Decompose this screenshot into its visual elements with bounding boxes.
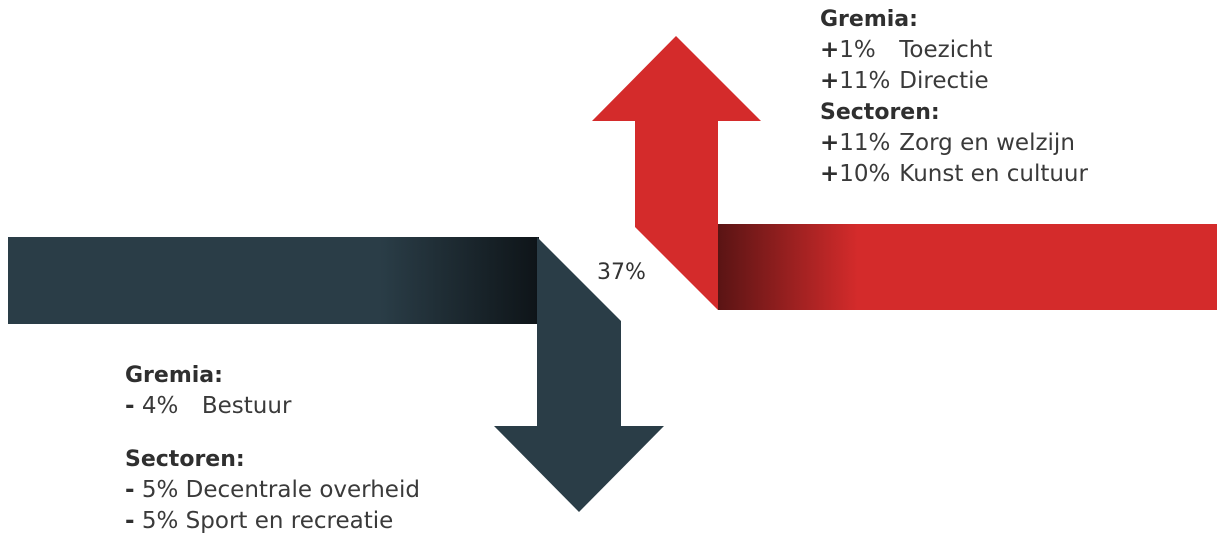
decrease-legend: Gremia: - 4% Bestuur Sectoren: - 5% Decen…	[125, 360, 420, 537]
center-percentage: 37%	[597, 260, 646, 285]
increase-gremia-heading: Gremia:	[820, 7, 918, 32]
list-item: +1% Toezicht	[820, 35, 1088, 66]
down-arrow-head	[494, 426, 664, 512]
sign: +	[820, 37, 840, 63]
down-arrow-elbow	[537, 237, 621, 428]
label: Directie	[899, 68, 989, 94]
sign: -	[125, 508, 135, 534]
increase-legend: Gremia: +1% Toezicht +11% Directie Sectore…	[820, 4, 1088, 190]
up-arrow-band	[718, 224, 1217, 310]
sign: +	[820, 130, 840, 156]
list-item: - 5% Decentrale overheid	[125, 475, 420, 506]
percentage: 11%	[839, 130, 891, 156]
percentage: 1%	[839, 37, 876, 63]
list-item: +11% Directie	[820, 66, 1088, 97]
decrease-sectoren-heading: Sectoren:	[125, 447, 245, 472]
percentage: 4%	[141, 393, 179, 419]
sign: -	[125, 393, 135, 419]
up-arrow-head	[592, 36, 761, 224]
up-arrow-elbow	[635, 222, 718, 310]
label: Kunst en cultuur	[899, 161, 1088, 187]
list-item: - 4% Bestuur	[125, 391, 420, 422]
spacer	[125, 422, 420, 444]
list-item: - 5% Sport en recreatie	[125, 506, 420, 537]
percentage: 5%	[141, 508, 179, 534]
percentage: 5%	[141, 477, 179, 503]
label: Decentrale overheid	[185, 477, 420, 503]
increase-sectoren-heading: Sectoren:	[820, 100, 940, 125]
label: Sport en recreatie	[185, 508, 394, 534]
decrease-gremia-heading: Gremia:	[125, 363, 223, 388]
list-item: +10% Kunst en cultuur	[820, 159, 1088, 190]
list-item: +11% Zorg en welzijn	[820, 128, 1088, 159]
sign: +	[820, 161, 840, 187]
label: Zorg en welzijn	[899, 130, 1075, 156]
percentage: 10%	[839, 161, 891, 187]
sign: -	[125, 477, 135, 503]
percentage: 11%	[839, 68, 891, 94]
label: Toezicht	[899, 37, 993, 63]
label: Bestuur	[201, 393, 292, 419]
down-arrow-band	[8, 237, 539, 324]
sign: +	[820, 68, 840, 94]
